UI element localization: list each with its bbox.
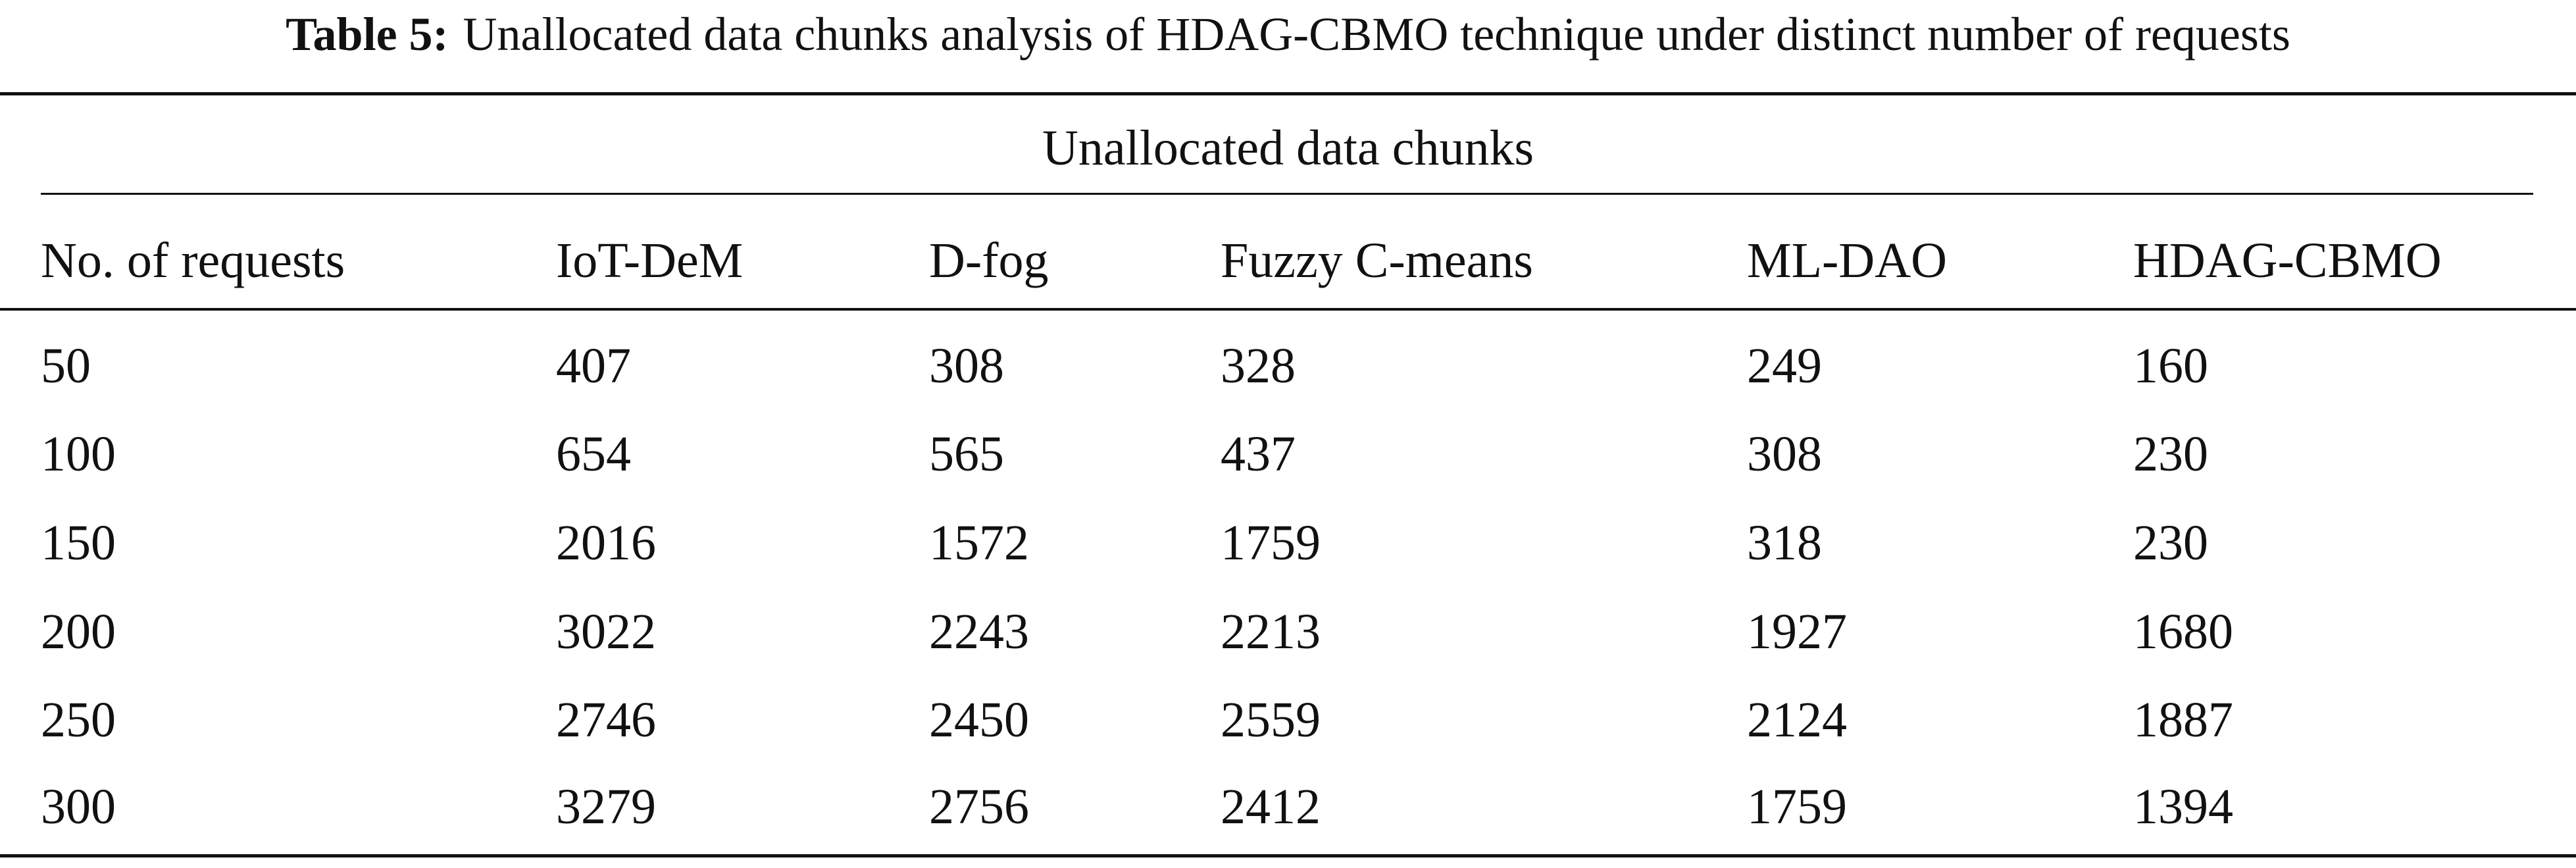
table-cell: 437 xyxy=(1221,426,1296,482)
table-cell: 1394 xyxy=(2133,779,2233,834)
top-rule xyxy=(0,92,2576,95)
table-cell: 160 xyxy=(2133,338,2208,394)
table-cell: 2016 xyxy=(556,515,656,571)
table-cell: 2124 xyxy=(1747,692,1847,748)
table-cell: 1759 xyxy=(1221,515,1321,571)
table-cell: 328 xyxy=(1221,338,1296,394)
table-cell: 308 xyxy=(929,338,1004,394)
table-caption: Table 5: Unallocated data chunks analysis… xyxy=(0,11,2576,58)
table-cell: 2213 xyxy=(1221,604,1321,659)
table-cell: 565 xyxy=(929,426,1004,482)
table-cell: 250 xyxy=(41,692,116,748)
group-rule xyxy=(41,193,2533,195)
table-cell: 50 xyxy=(41,338,91,394)
table-cell: 1680 xyxy=(2133,604,2233,659)
table-cell: 1572 xyxy=(929,515,1029,571)
table-cell: 2559 xyxy=(1221,692,1321,748)
column-header: HDAG-CBMO xyxy=(2133,233,2442,288)
table-cell: 249 xyxy=(1747,338,1822,394)
table-cell: 1927 xyxy=(1747,604,1847,659)
column-header: D-fog xyxy=(929,233,1049,288)
bottom-rule xyxy=(0,854,2576,857)
table-cell: 318 xyxy=(1747,515,1822,571)
column-header: Fuzzy C-means xyxy=(1221,233,1533,288)
table-cell: 2243 xyxy=(929,604,1029,659)
table-cell: 1887 xyxy=(2133,692,2233,748)
caption-label: Table 5: xyxy=(286,8,449,61)
table-cell: 3279 xyxy=(556,779,656,834)
table-cell: 2746 xyxy=(556,692,656,748)
table-cell: 2450 xyxy=(929,692,1029,748)
table-cell: 300 xyxy=(41,779,116,834)
table-cell: 230 xyxy=(2133,515,2208,571)
table-cell: 308 xyxy=(1747,426,1822,482)
table-cell: 654 xyxy=(556,426,631,482)
column-header: IoT-DeM xyxy=(556,233,744,288)
table-cell: 1759 xyxy=(1747,779,1847,834)
table-cell: 100 xyxy=(41,426,116,482)
table-cell: 150 xyxy=(41,515,116,571)
group-header: Unallocated data chunks xyxy=(1042,120,1534,176)
column-header: No. of requests xyxy=(41,233,345,288)
table-cell: 230 xyxy=(2133,426,2208,482)
table-cell: 3022 xyxy=(556,604,656,659)
column-header: ML-DAO xyxy=(1747,233,1947,288)
table-cell: 2756 xyxy=(929,779,1029,834)
table-cell: 407 xyxy=(556,338,631,394)
table-cell: 200 xyxy=(41,604,116,659)
table-cell: 2412 xyxy=(1221,779,1321,834)
caption-text: Unallocated data chunks analysis of HDAG… xyxy=(463,8,2290,61)
header-rule xyxy=(0,308,2576,311)
